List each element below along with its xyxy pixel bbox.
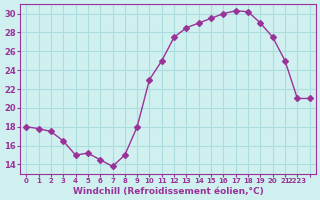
- X-axis label: Windchill (Refroidissement éolien,°C): Windchill (Refroidissement éolien,°C): [73, 187, 263, 196]
